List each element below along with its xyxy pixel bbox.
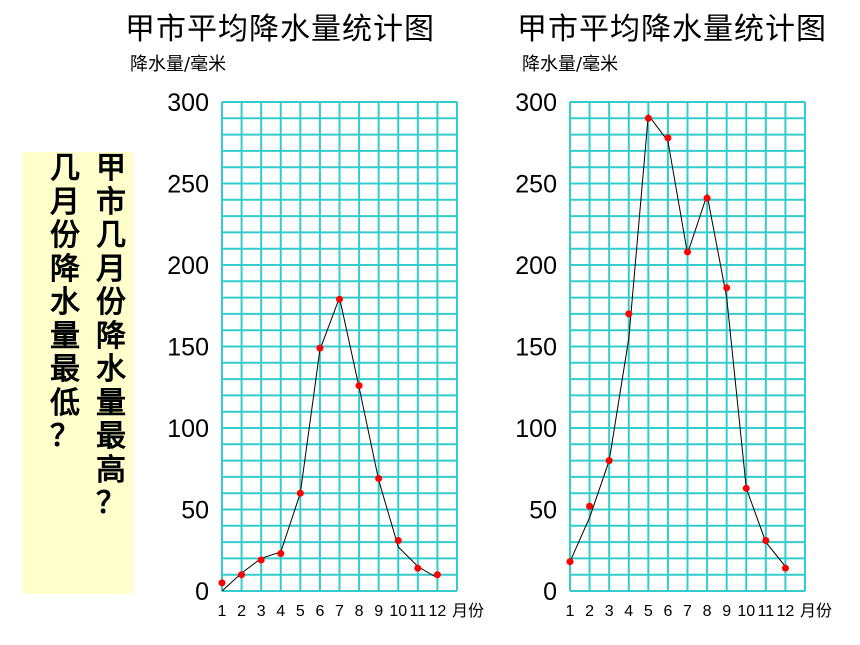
y-tick-label: 50 [529, 497, 557, 525]
data-point [277, 550, 285, 558]
data-point [586, 502, 594, 510]
x-tick-label: 12 [429, 603, 447, 620]
data-point [218, 579, 226, 587]
x-tick-label: 10 [737, 603, 755, 620]
x-axis-label: 月份 [452, 602, 484, 620]
x-tick-label: 9 [722, 603, 731, 620]
y-tick-label: 300 [167, 89, 209, 117]
x-tick-label: 1 [218, 603, 227, 620]
data-point [316, 344, 324, 352]
chart-1-ylabel: 降水量/毫米 [130, 54, 227, 75]
x-tick-label: 11 [410, 603, 427, 620]
x-tick-label: 8 [703, 603, 712, 620]
data-point [355, 382, 363, 390]
chart-2-ylabel: 降水量/毫米 [522, 54, 619, 75]
data-point [394, 536, 402, 544]
x-tick-label: 3 [605, 603, 614, 620]
data-point [723, 284, 731, 292]
data-point [664, 134, 672, 142]
data-point [605, 457, 613, 465]
y-tick-label: 300 [515, 89, 557, 117]
x-tick-label: 8 [355, 603, 364, 620]
data-point [684, 248, 691, 256]
data-point [703, 194, 711, 202]
data-point [742, 484, 750, 492]
y-tick-label: 200 [515, 252, 557, 280]
data-point [257, 556, 265, 564]
x-tick-label: 1 [566, 603, 575, 620]
question-line-highest: 甲 市 几 月 份 降 水 量 最 高 ？ [96, 151, 126, 521]
data-point [781, 564, 789, 572]
x-tick-label: 9 [374, 603, 383, 620]
x-tick-label: 11 [758, 603, 775, 620]
x-tick-label: 2 [237, 603, 246, 620]
x-axis-label: 月份 [800, 602, 832, 620]
y-tick-label: 100 [167, 415, 209, 443]
data-point [375, 475, 383, 483]
y-tick-label: 250 [167, 171, 209, 199]
x-tick-label: 7 [335, 603, 344, 620]
series-line [569, 113, 786, 567]
x-tick-label: 2 [585, 603, 594, 620]
x-tick-label: 6 [663, 603, 672, 620]
data-point [336, 295, 343, 303]
x-tick-label: 10 [389, 603, 407, 620]
y-tick-label: 0 [195, 578, 209, 606]
data-point [414, 564, 422, 572]
y-tick-label: 50 [181, 497, 209, 525]
x-tick-label: 12 [777, 603, 795, 620]
y-tick-label: 150 [167, 334, 209, 362]
x-tick-label: 6 [315, 603, 324, 620]
question-line-lowest: 几 月 份 降 水 量 最 低 ？ [50, 151, 80, 454]
data-point [566, 558, 574, 566]
chart-1-title: 甲市平均降水量统计图 [125, 12, 435, 47]
x-tick-label: 5 [644, 603, 653, 620]
data-point [296, 489, 304, 497]
y-tick-label: 150 [515, 334, 557, 362]
y-tick-label: 100 [515, 415, 557, 443]
data-point [762, 536, 770, 544]
data-point [625, 310, 633, 318]
y-tick-label: 0 [543, 578, 557, 606]
data-point [433, 571, 441, 579]
x-tick-label: 4 [624, 603, 633, 620]
question-box: 甲 市 几 月 份 降 水 量 最 高 ？ 几 月 份 降 水 量 最 低 ？ [23, 152, 133, 594]
x-tick-label: 4 [276, 603, 285, 620]
x-tick-label: 7 [683, 603, 692, 620]
data-point [644, 114, 652, 122]
x-tick-label: 5 [296, 603, 305, 620]
chart-2-title: 甲市平均降水量统计图 [517, 12, 827, 47]
y-tick-label: 250 [515, 171, 557, 199]
data-point [238, 571, 246, 579]
y-tick-label: 200 [167, 252, 209, 280]
x-tick-label: 3 [257, 603, 266, 620]
